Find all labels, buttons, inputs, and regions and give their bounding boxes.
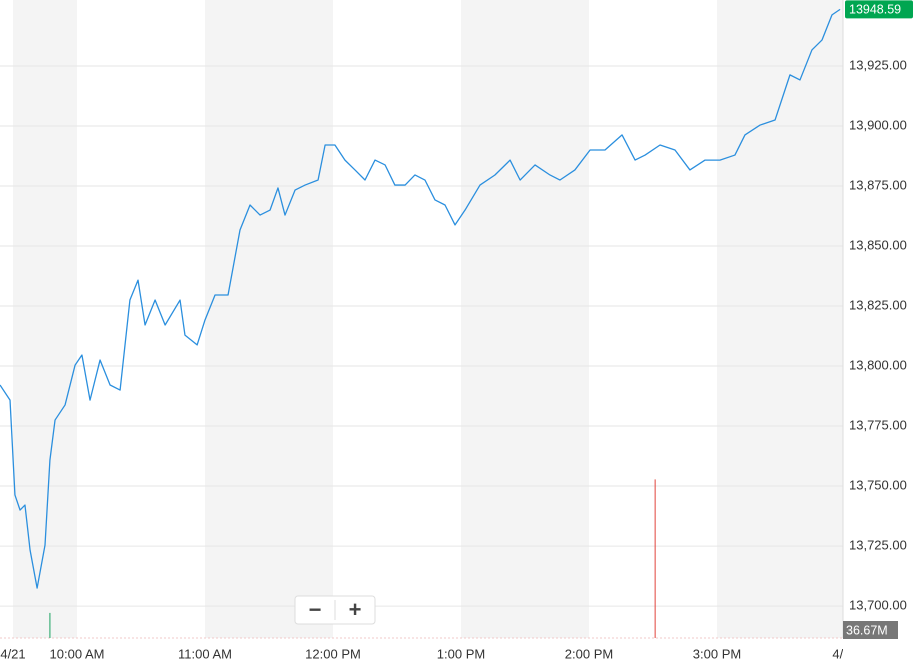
volume-bar [654, 479, 656, 638]
y-tick-label: 13,775.00 [849, 417, 907, 432]
y-tick-label: 13,725.00 [849, 538, 907, 553]
x-tick-label: 4/22 [832, 646, 857, 661]
y-tick-label: 13,700.00 [849, 598, 907, 613]
y-tick-label: 13,900.00 [849, 117, 907, 132]
y-axis: 13,700.00 13,725.00 13,750.00 13,775.00 13,8… [849, 57, 907, 612]
volume-tag [843, 621, 898, 639]
price-line [0, 8, 841, 589]
volume-label: 36.67M [846, 623, 888, 637]
grid [0, 0, 844, 639]
session-band [13, 0, 78, 638]
volume-bar [49, 612, 51, 638]
zoom-in-button[interactable]: + [349, 597, 362, 622]
y-tick-label: 13,875.00 [849, 177, 907, 192]
session-bands [13, 0, 843, 638]
y-tick-label: 13,925.00 [849, 57, 907, 72]
x-tick-label: 3:00 PM [693, 646, 741, 661]
session-band [717, 0, 843, 638]
x-tick-label: 4/21 [0, 646, 25, 661]
y-tick-label: 13,825.00 [849, 297, 907, 312]
marks [0, 8, 841, 638]
y-tick-label: 13,800.00 [849, 357, 907, 372]
y-tick-label: 13,750.00 [849, 477, 907, 492]
zoom-out-button[interactable]: − [309, 597, 322, 622]
x-tick-label: 11:00 AM [178, 646, 232, 661]
zoom-controls: − + [294, 595, 376, 625]
x-tick-label: 2:00 PM [565, 646, 613, 661]
x-tick-label: 12:00 PM [305, 646, 361, 661]
last-price-tag [845, 0, 913, 19]
session-band [205, 0, 334, 638]
y-tick-label: 13,850.00 [849, 237, 907, 252]
x-tick-label: 10:00 AM [50, 646, 105, 661]
session-band [461, 0, 590, 638]
x-tick-label: 1:00 PM [437, 646, 485, 661]
x-axis: 4/21 10:00 AM 11:00 AM 12:00 PM 1:00 PM 2:00 … [0, 646, 857, 661]
last-price-label: 13948.59 [849, 3, 901, 17]
